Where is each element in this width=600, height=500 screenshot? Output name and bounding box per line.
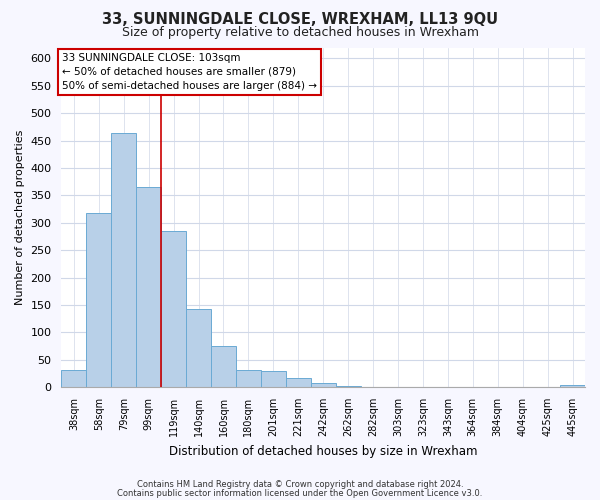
Bar: [86, 213, 111, 387]
Bar: [261, 371, 286, 387]
Bar: [286, 378, 311, 387]
Bar: [361, 386, 386, 387]
Text: 33, SUNNINGDALE CLOSE, WREXHAM, LL13 9QU: 33, SUNNINGDALE CLOSE, WREXHAM, LL13 9QU: [102, 12, 498, 28]
Text: Contains HM Land Registry data © Crown copyright and database right 2024.: Contains HM Land Registry data © Crown c…: [137, 480, 463, 489]
Bar: [335, 386, 361, 387]
Bar: [136, 187, 161, 387]
Bar: [161, 231, 186, 387]
Bar: [236, 370, 261, 387]
Bar: [211, 346, 236, 387]
Y-axis label: Number of detached properties: Number of detached properties: [15, 130, 25, 305]
Bar: [311, 383, 335, 387]
Bar: [410, 386, 436, 387]
Text: Size of property relative to detached houses in Wrexham: Size of property relative to detached ho…: [121, 26, 479, 39]
Bar: [61, 370, 86, 387]
Bar: [386, 386, 410, 387]
Bar: [560, 386, 585, 387]
Text: 33 SUNNINGDALE CLOSE: 103sqm
← 50% of detached houses are smaller (879)
50% of s: 33 SUNNINGDALE CLOSE: 103sqm ← 50% of de…: [62, 53, 317, 91]
X-axis label: Distribution of detached houses by size in Wrexham: Distribution of detached houses by size …: [169, 444, 478, 458]
Bar: [186, 310, 211, 387]
Text: Contains public sector information licensed under the Open Government Licence v3: Contains public sector information licen…: [118, 488, 482, 498]
Bar: [111, 133, 136, 387]
